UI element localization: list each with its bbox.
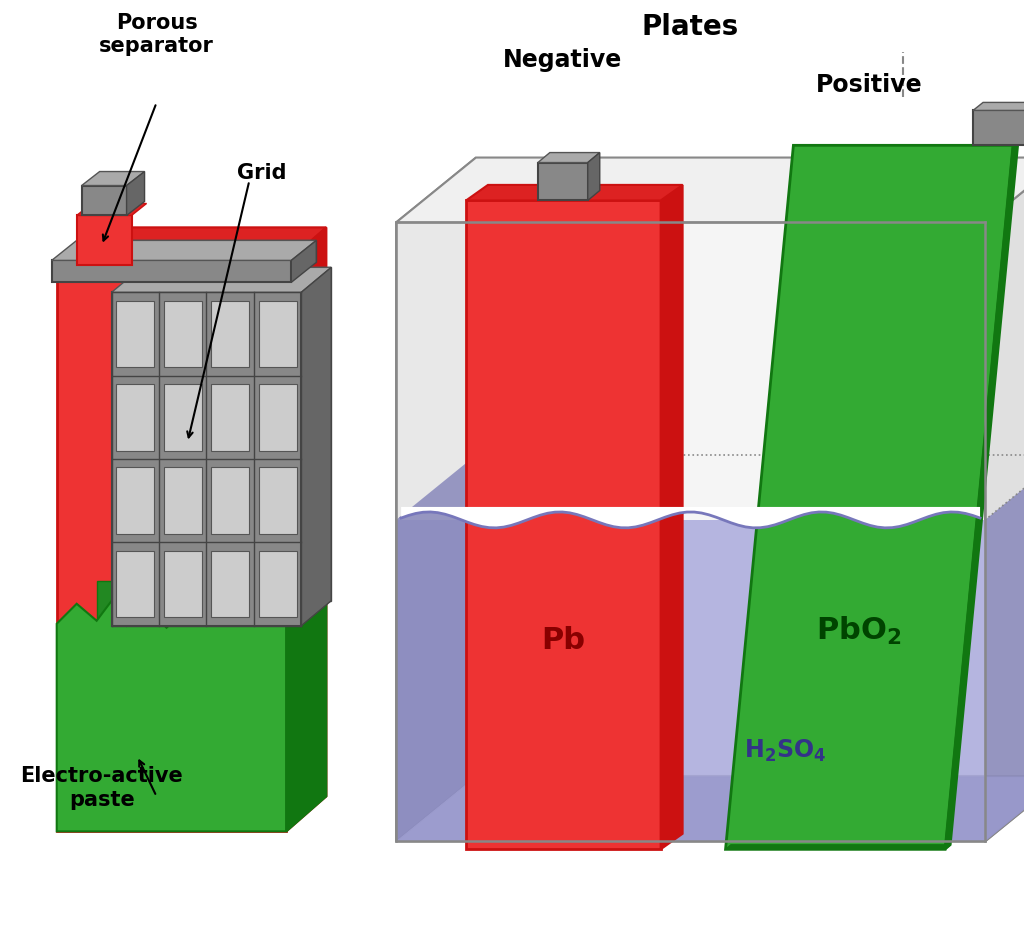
Polygon shape [466, 201, 660, 850]
Polygon shape [127, 171, 144, 216]
Polygon shape [287, 227, 327, 832]
Text: Positive: Positive [816, 73, 923, 97]
Polygon shape [77, 216, 132, 266]
Polygon shape [164, 384, 202, 450]
Polygon shape [82, 186, 127, 216]
Polygon shape [56, 601, 287, 832]
Polygon shape [538, 163, 588, 201]
Text: Electro-active
paste: Electro-active paste [20, 767, 183, 810]
Polygon shape [538, 153, 600, 163]
Polygon shape [164, 300, 202, 367]
Text: Pb: Pb [541, 626, 585, 656]
Polygon shape [117, 384, 155, 450]
Polygon shape [259, 467, 297, 534]
Polygon shape [301, 268, 331, 625]
Polygon shape [973, 110, 1024, 145]
Polygon shape [259, 300, 297, 367]
Polygon shape [259, 384, 297, 450]
Polygon shape [82, 171, 144, 186]
Polygon shape [973, 103, 1024, 110]
Polygon shape [396, 455, 476, 841]
Polygon shape [476, 157, 1024, 776]
Polygon shape [77, 240, 316, 263]
Text: Porous
separator: Porous separator [99, 13, 214, 56]
Polygon shape [466, 185, 683, 201]
Polygon shape [945, 141, 1019, 850]
Polygon shape [77, 203, 146, 216]
Polygon shape [52, 260, 291, 283]
Polygon shape [396, 776, 1024, 841]
Polygon shape [259, 551, 297, 617]
Polygon shape [396, 157, 1024, 222]
Polygon shape [96, 227, 327, 796]
Polygon shape [117, 300, 155, 367]
Text: $\mathbf{H_2SO_4}$: $\mathbf{H_2SO_4}$ [744, 739, 826, 765]
Polygon shape [211, 467, 249, 534]
Polygon shape [985, 455, 1024, 841]
Polygon shape [96, 581, 327, 796]
Polygon shape [52, 240, 316, 260]
Polygon shape [141, 268, 331, 601]
Polygon shape [164, 467, 202, 534]
Polygon shape [164, 551, 202, 617]
Polygon shape [726, 845, 950, 850]
Polygon shape [287, 581, 327, 832]
Polygon shape [117, 551, 155, 617]
Polygon shape [112, 292, 301, 625]
Polygon shape [396, 157, 476, 841]
Polygon shape [588, 153, 600, 201]
Polygon shape [56, 227, 327, 263]
Text: Negative: Negative [503, 48, 623, 72]
Text: $\mathbf{PbO_2}$: $\mathbf{PbO_2}$ [816, 615, 902, 647]
Polygon shape [726, 145, 1013, 850]
Polygon shape [112, 268, 331, 292]
Text: Plates: Plates [642, 13, 739, 41]
Polygon shape [396, 520, 985, 841]
Polygon shape [211, 551, 249, 617]
Polygon shape [211, 300, 249, 367]
Polygon shape [211, 384, 249, 450]
Polygon shape [396, 776, 1024, 841]
Polygon shape [291, 240, 316, 283]
Polygon shape [56, 263, 287, 832]
Polygon shape [117, 467, 155, 534]
Text: Grid: Grid [237, 163, 286, 183]
Polygon shape [660, 185, 683, 850]
Polygon shape [985, 157, 1024, 841]
